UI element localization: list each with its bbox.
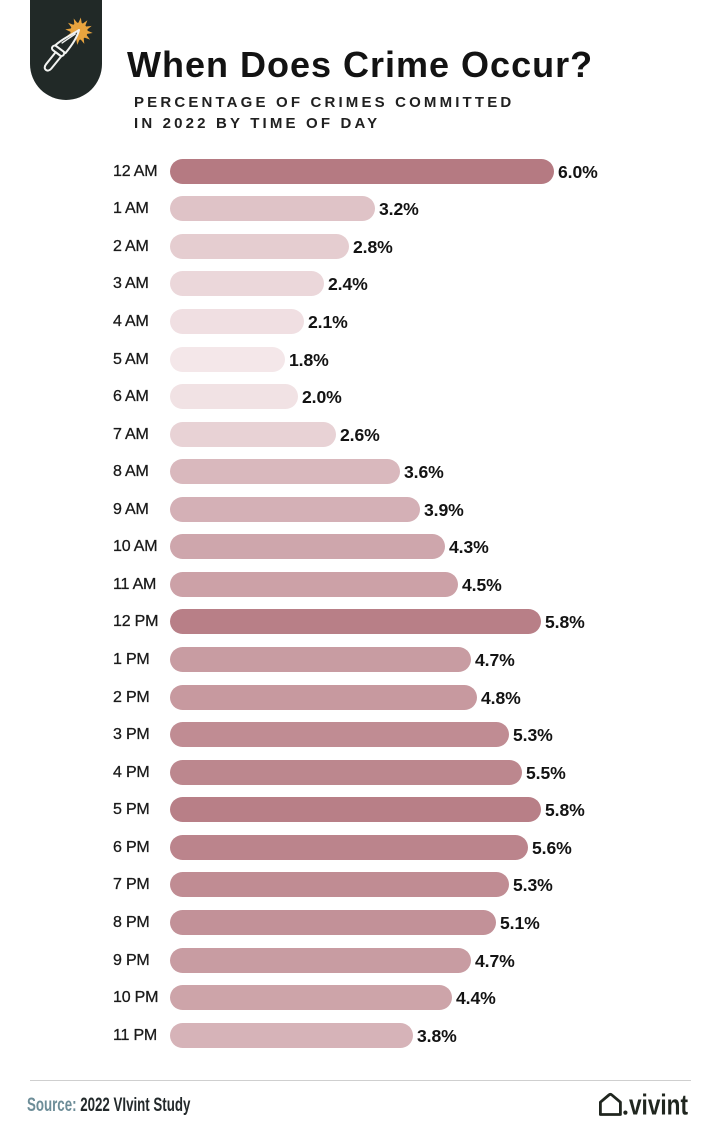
svg-text:vivint: vivint [629,1092,688,1118]
